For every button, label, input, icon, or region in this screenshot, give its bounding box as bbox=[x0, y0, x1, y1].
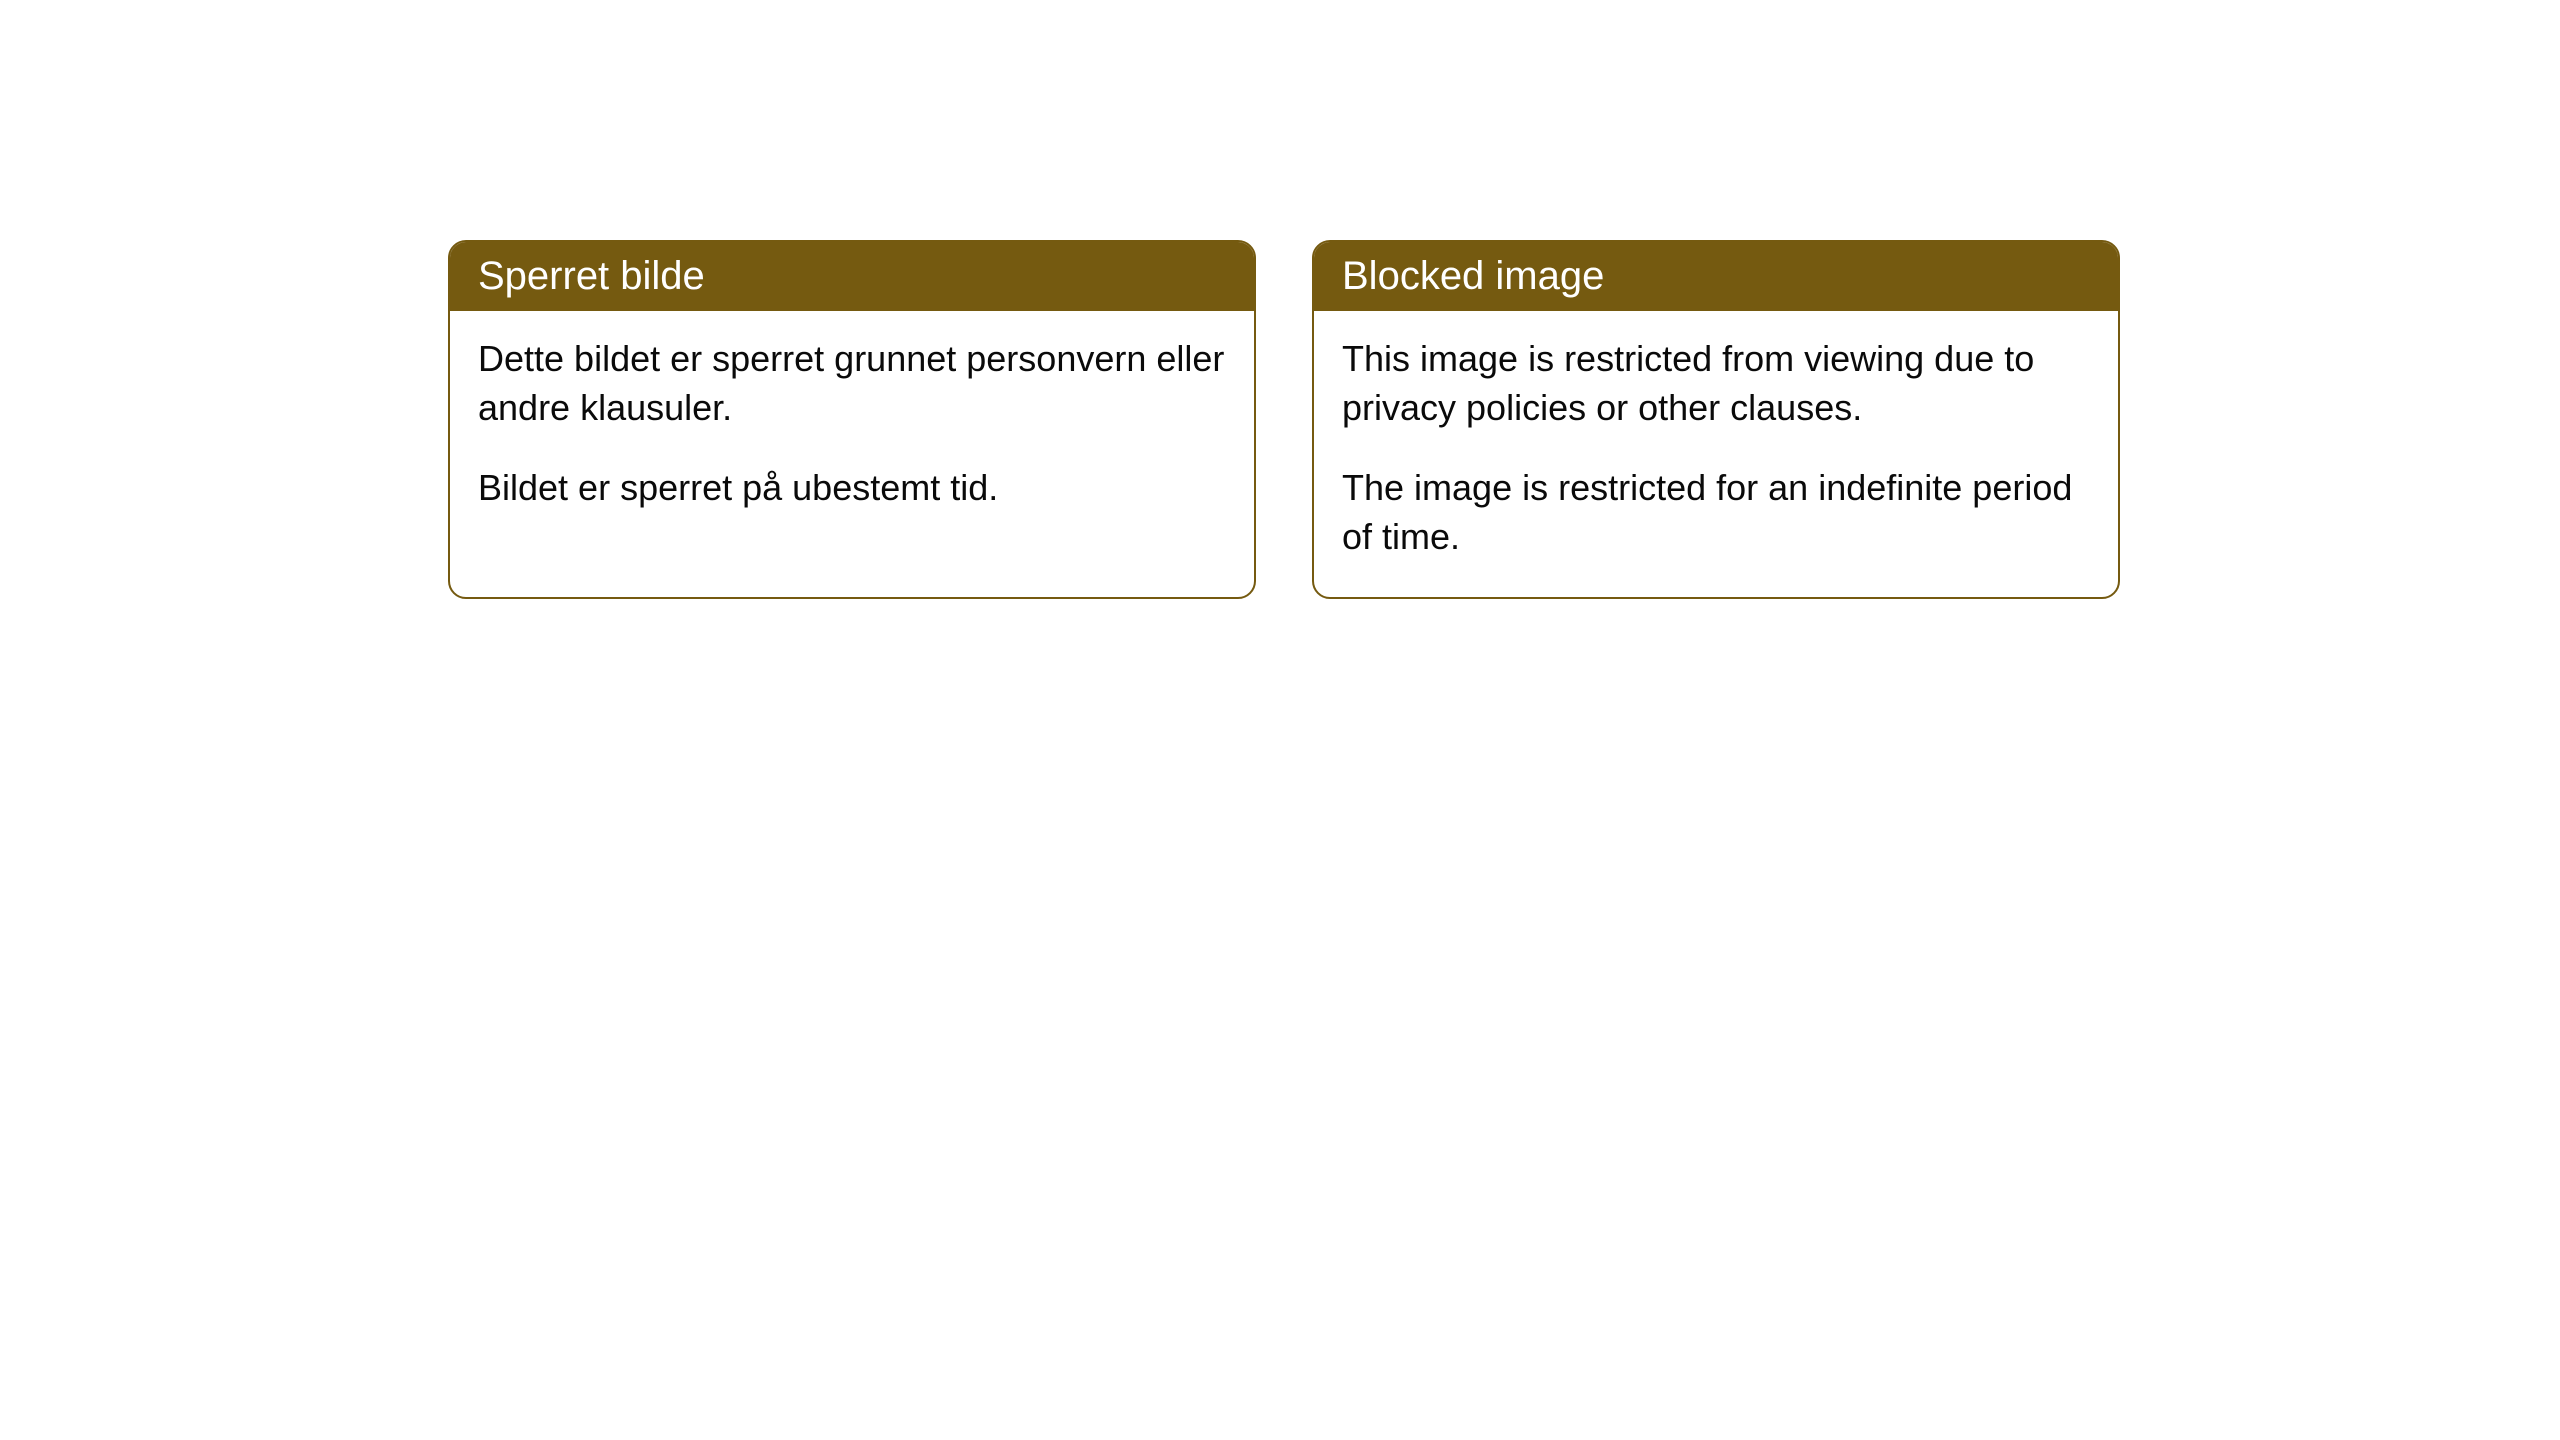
blocked-image-notices: Sperret bilde Dette bildet er sperret gr… bbox=[448, 240, 2120, 599]
card-title: Sperret bilde bbox=[478, 254, 705, 298]
blocked-image-card-english: Blocked image This image is restricted f… bbox=[1312, 240, 2120, 599]
card-text-line1: This image is restricted from viewing du… bbox=[1342, 335, 2090, 432]
card-text-line1: Dette bildet er sperret grunnet personve… bbox=[478, 335, 1226, 432]
card-title: Blocked image bbox=[1342, 254, 1604, 298]
card-body-norwegian: Dette bildet er sperret grunnet personve… bbox=[450, 311, 1254, 549]
card-text-line2: The image is restricted for an indefinit… bbox=[1342, 464, 2090, 561]
card-header-norwegian: Sperret bilde bbox=[450, 242, 1254, 311]
card-body-english: This image is restricted from viewing du… bbox=[1314, 311, 2118, 597]
card-text-line2: Bildet er sperret på ubestemt tid. bbox=[478, 464, 1226, 513]
card-header-english: Blocked image bbox=[1314, 242, 2118, 311]
blocked-image-card-norwegian: Sperret bilde Dette bildet er sperret gr… bbox=[448, 240, 1256, 599]
